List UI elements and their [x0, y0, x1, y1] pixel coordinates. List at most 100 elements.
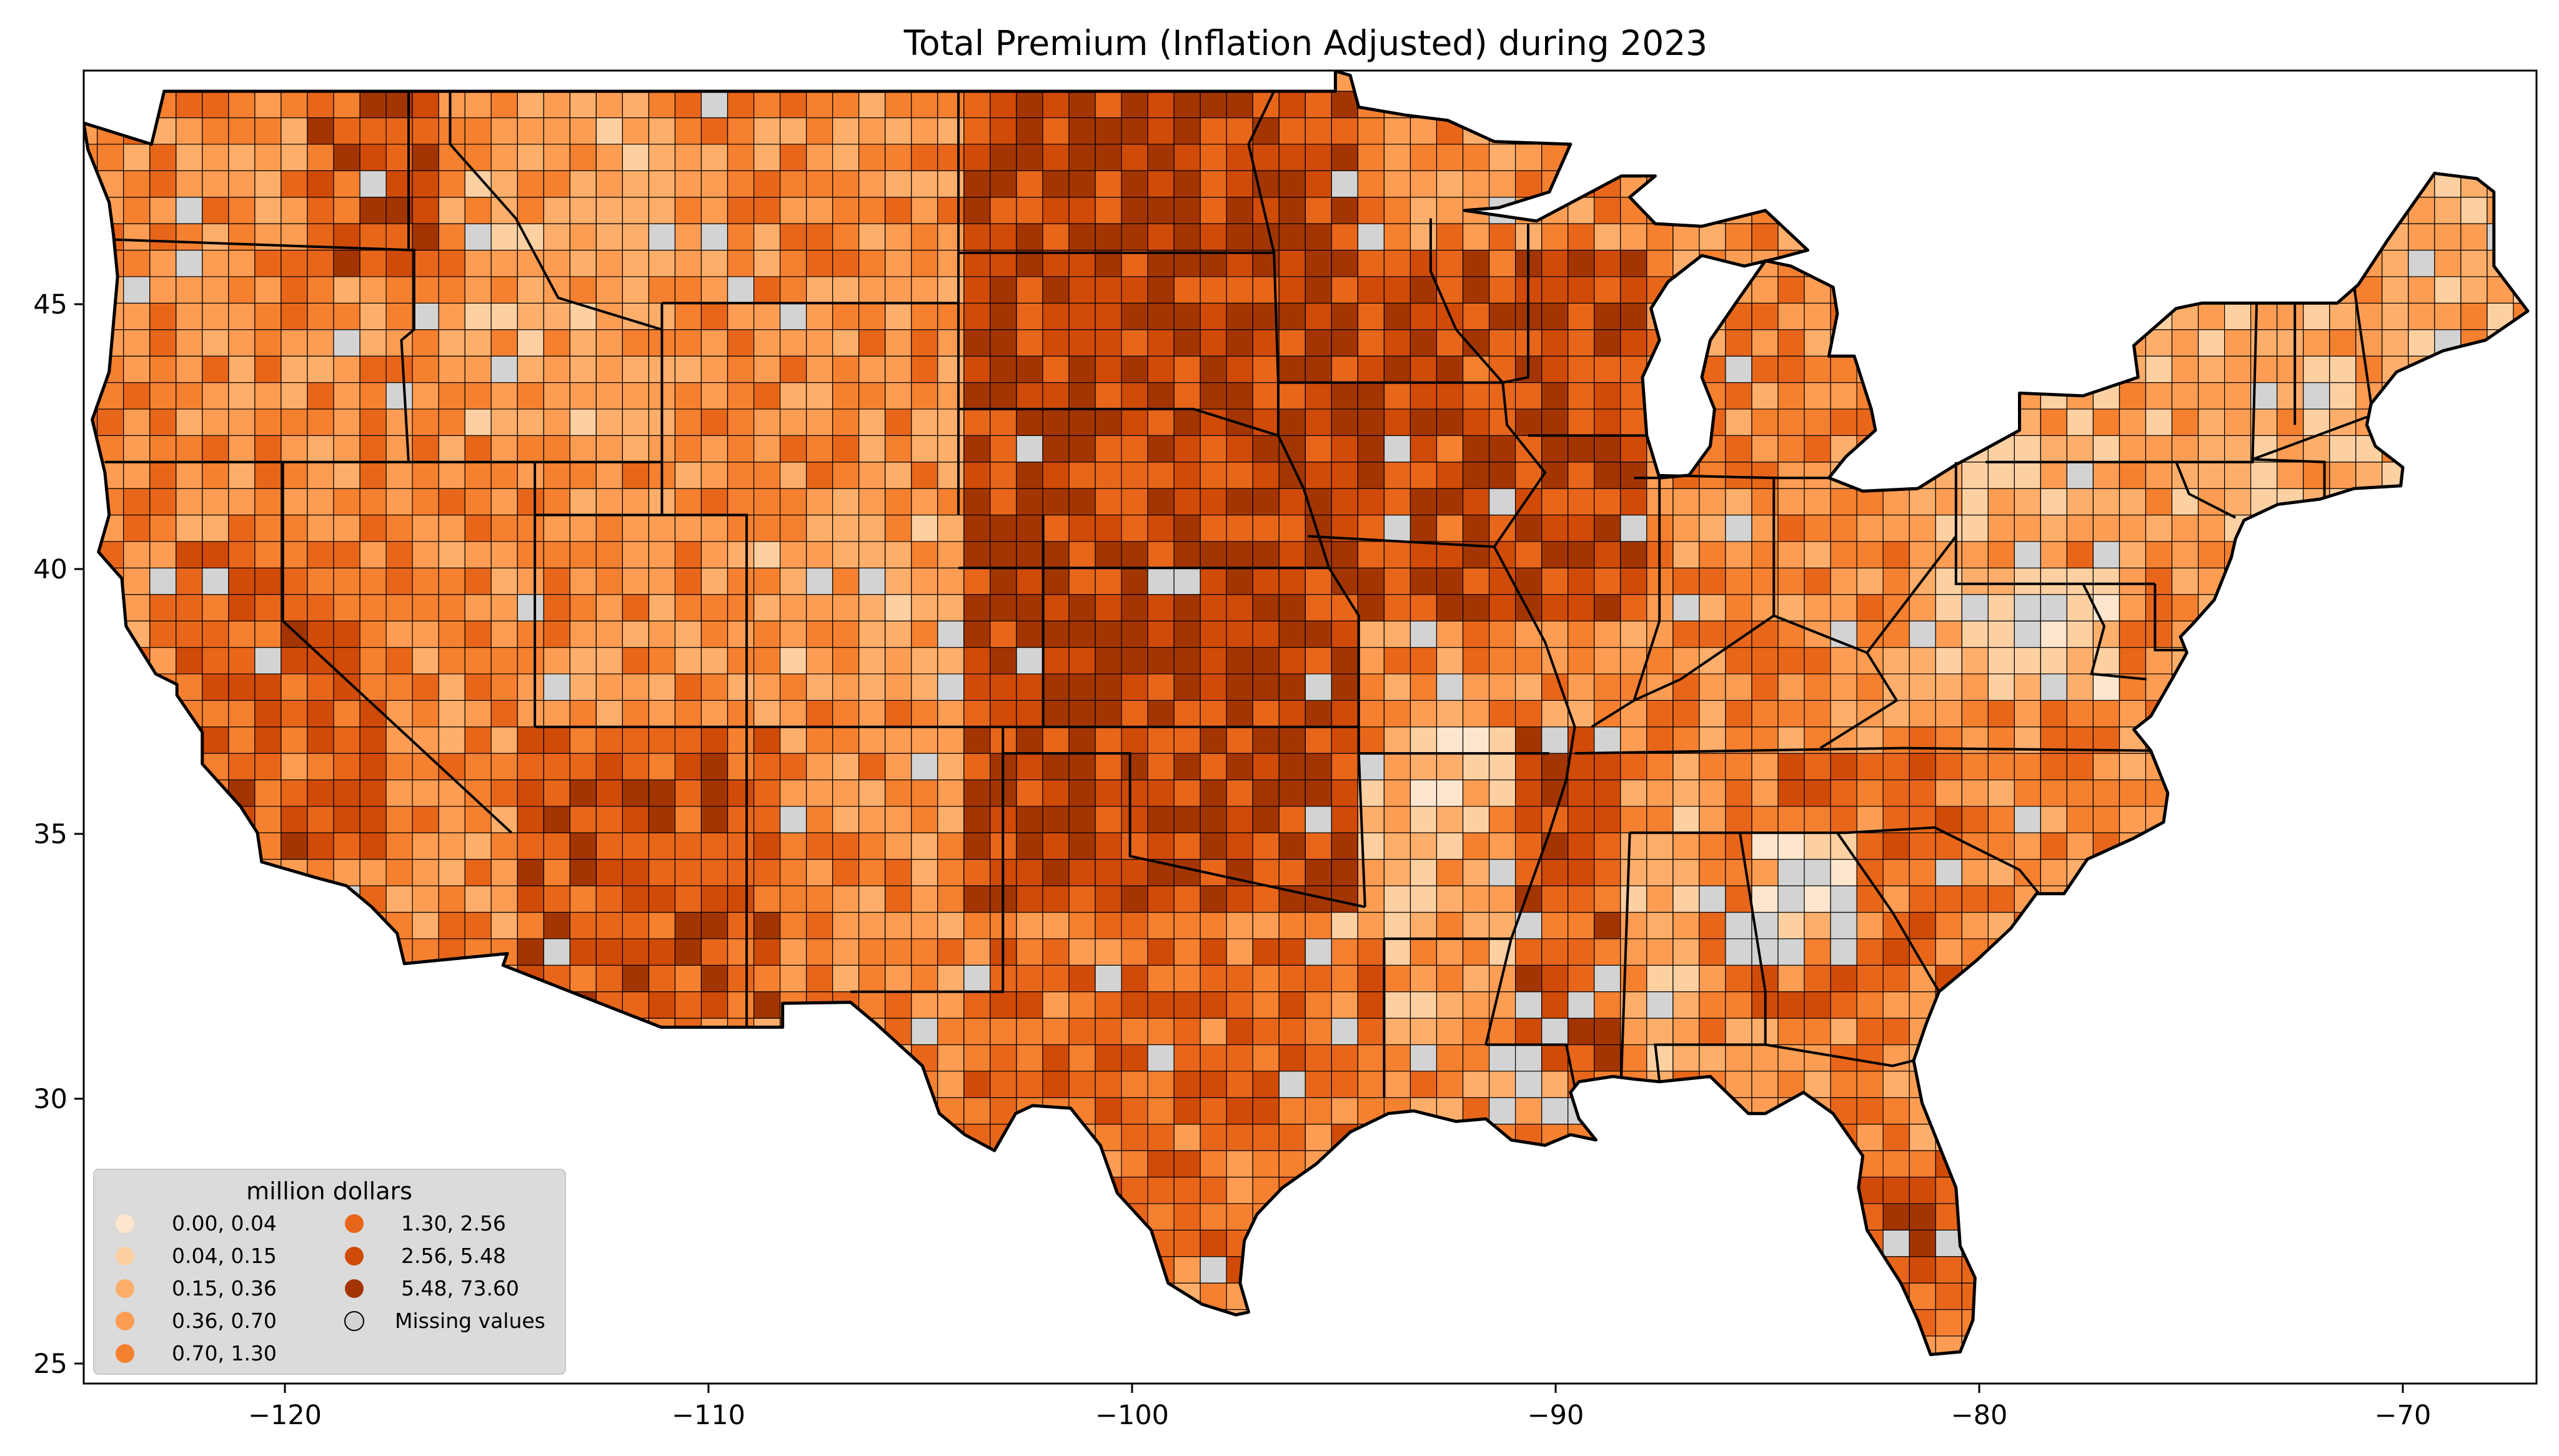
county-tile [753, 249, 781, 277]
county-tile [1463, 779, 1490, 807]
county-tile [1252, 329, 1280, 357]
county-tile [1882, 1176, 1910, 1204]
county-tile [1568, 832, 1595, 860]
state-border [2154, 583, 2187, 651]
county-tile [1463, 991, 1490, 1019]
county-tile [1804, 488, 1831, 516]
county-tile [228, 594, 256, 622]
county-tile [963, 71, 991, 92]
county-tile [1042, 1150, 1070, 1178]
county-tile [963, 620, 991, 648]
county-tile [1594, 1282, 1621, 1310]
county-tile [517, 806, 544, 833]
county-tile [1725, 567, 1752, 595]
county-tile [1200, 1176, 1227, 1204]
county-tile [727, 1018, 755, 1046]
county-tile [832, 1018, 860, 1046]
county-tile [963, 249, 991, 277]
county-tile [622, 1282, 650, 1310]
county-tile [595, 1256, 624, 1284]
county-tile [2198, 753, 2225, 781]
county-tile [1541, 91, 1569, 119]
county-tile [1515, 1282, 1543, 1310]
county-tile [202, 567, 229, 595]
county-tile [438, 276, 465, 304]
county-tile [1804, 514, 1831, 542]
county-tile [123, 541, 151, 568]
county-tile [1987, 71, 2015, 92]
county-tile [149, 620, 177, 648]
county-tile [1541, 71, 1569, 92]
county-tile [832, 1229, 860, 1257]
county-tile [727, 567, 755, 595]
county-tile [1357, 223, 1384, 251]
y-axis: 45 40 35 30 25 [33, 289, 84, 1380]
county-tile [1463, 144, 1490, 171]
county-tile [2277, 197, 2304, 224]
county-tile [1095, 462, 1122, 489]
county-tile [2145, 435, 2173, 463]
county-tile [2198, 938, 2225, 966]
county-tile [2487, 1229, 2514, 1257]
county-tile [2408, 329, 2435, 357]
county-tile [1804, 409, 1831, 436]
county-tile [2198, 964, 2225, 993]
county-tile [832, 1309, 860, 1337]
county-tile [2277, 514, 2304, 542]
county-tile [1882, 964, 1910, 993]
county-tile [202, 832, 229, 860]
county-tile [1016, 700, 1043, 728]
county-tile [2303, 885, 2330, 913]
county-tile [2119, 1018, 2147, 1046]
county-tile [1647, 1362, 1673, 1389]
county-tile [307, 964, 334, 993]
county-tile [2434, 885, 2462, 913]
county-tile [2066, 302, 2094, 330]
county-tile [1278, 991, 1306, 1019]
county-tile [385, 488, 413, 516]
county-tile [858, 435, 886, 463]
county-tile [464, 462, 492, 489]
county-tile [1777, 1176, 1805, 1204]
county-tile [1409, 382, 1438, 410]
county-tile [1777, 753, 1805, 781]
county-tile [990, 1203, 1017, 1231]
county-tile [1383, 435, 1411, 463]
county-tile [727, 144, 755, 171]
county-tile [1857, 1362, 1883, 1389]
county-tile [254, 700, 282, 728]
county-tile [1383, 276, 1411, 304]
county-tile [1068, 117, 1096, 145]
county-tile [1095, 1097, 1122, 1125]
county-tile [1463, 382, 1490, 410]
county-tile [2329, 541, 2357, 568]
county-tile [1200, 646, 1227, 675]
county-tile [1646, 223, 1674, 251]
county-tile [228, 620, 256, 648]
county-tile [1121, 117, 1148, 145]
county-tile [1278, 355, 1306, 384]
county-tile [937, 673, 965, 701]
county-tile [1331, 170, 1358, 198]
county-tile [806, 1335, 833, 1355]
county-tile [2066, 1282, 2094, 1310]
county-tile [2066, 1229, 2094, 1257]
county-tile [202, 1044, 229, 1072]
county-tile [1304, 806, 1332, 833]
county-tile [490, 409, 518, 436]
county-tile [1725, 806, 1752, 833]
county-tile [1016, 382, 1043, 410]
county-tile [700, 594, 728, 622]
county-tile [858, 409, 886, 436]
county-tile [2460, 409, 2488, 436]
county-tile [2382, 435, 2409, 463]
county-tile [1409, 302, 1438, 330]
county-tile [464, 885, 492, 913]
county-tile [2355, 462, 2383, 489]
county-tile [1200, 1229, 1227, 1257]
county-tile [1121, 197, 1148, 224]
county-tile [1068, 859, 1096, 886]
county-tile [1515, 726, 1543, 754]
county-tile [1594, 1335, 1621, 1355]
county-tile [1620, 832, 1647, 860]
